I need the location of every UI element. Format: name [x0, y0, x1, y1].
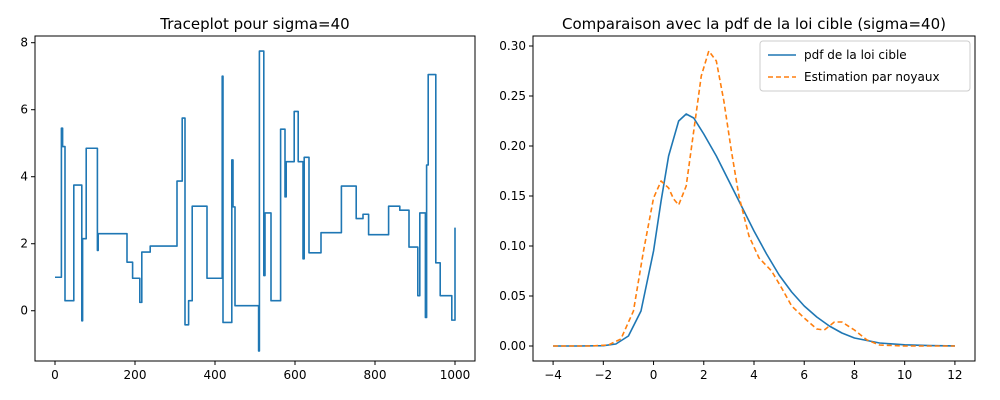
x-tick-label: 8: [851, 368, 859, 382]
traceplot-chart: Traceplot pour sigma=40 0 200 400 600 800 100…: [20, 15, 476, 382]
x-tick-label: 400: [204, 368, 227, 382]
chart-title: Comparaison avec la pdf de la loi cible …: [562, 15, 946, 33]
plot-area: [55, 50, 456, 352]
series-line-1: [553, 50, 955, 347]
y-tick-label: 0.20: [499, 139, 526, 153]
x-tick-label: 12: [947, 368, 962, 382]
y-tick-label: 0.10: [499, 239, 526, 253]
x-tick-label: 200: [124, 368, 147, 382]
axes-frame: [34, 35, 476, 362]
plot-area: [553, 50, 955, 347]
y-tick-label: 6: [20, 103, 28, 117]
x-tick-label: 0: [650, 368, 658, 382]
y-tick-label: 0.25: [499, 89, 526, 103]
x-tick-label: −4: [544, 368, 562, 382]
pdf-comparison-chart: Comparaison avec la pdf de la loi cible …: [499, 15, 976, 382]
legend-label: Estimation par noyaux: [804, 70, 940, 84]
legend-box: [759, 40, 971, 92]
y-tick-label: 4: [20, 170, 28, 184]
x-tick-label: 10: [897, 368, 912, 382]
y-tick-label: 8: [20, 36, 28, 50]
y-tick-label: 0.00: [499, 339, 526, 353]
x-tick-label: 1000: [440, 368, 471, 382]
series-line-0: [553, 113, 955, 347]
legend-label: pdf de la loi cible: [804, 48, 907, 62]
series-line-0: [55, 50, 456, 352]
x-tick-label: 4: [750, 368, 758, 382]
chart-title: Traceplot pour sigma=40: [159, 15, 349, 33]
y-tick-label: 2: [20, 237, 28, 251]
x-tick-label: 6: [800, 368, 808, 382]
x-tick-label: 600: [284, 368, 307, 382]
y-tick-label: 0.05: [499, 289, 526, 303]
y-tick-label: 0: [20, 304, 28, 318]
x-tick-label: 800: [364, 368, 387, 382]
y-tick-label: 0.15: [499, 189, 526, 203]
y-tick-label: 0.30: [499, 39, 526, 53]
x-tick-label: 2: [700, 368, 708, 382]
legend: pdf de la loi cible Estimation par noyaux: [759, 40, 971, 92]
x-tick-label: 0: [51, 368, 59, 382]
x-tick-label: −2: [594, 368, 612, 382]
